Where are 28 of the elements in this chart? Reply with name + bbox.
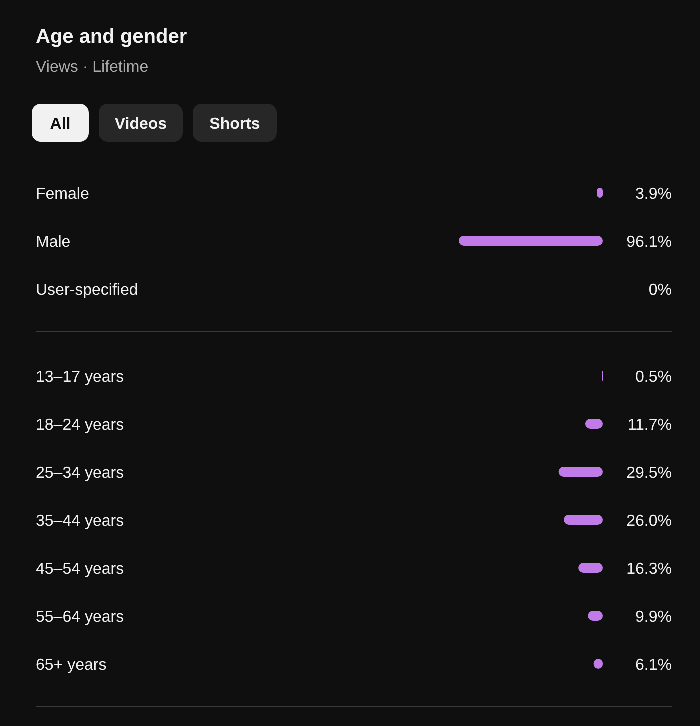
y-tick-label: User-specified bbox=[36, 282, 138, 299]
data-label: 3.9% bbox=[636, 186, 672, 203]
data-label: 26.0% bbox=[626, 513, 672, 530]
y-tick-label: 35–44 years bbox=[36, 513, 124, 530]
data-label: 0.5% bbox=[636, 369, 672, 386]
data-label: 0% bbox=[648, 282, 672, 299]
data-label: 29.5% bbox=[626, 465, 672, 482]
bar bbox=[578, 563, 603, 573]
data-label: 16.3% bbox=[626, 561, 672, 578]
y-tick-label: 13–17 years bbox=[36, 369, 124, 386]
tab-button: Videos bbox=[99, 104, 183, 142]
data-label: 11.7% bbox=[628, 417, 672, 434]
y-tick-label: Female bbox=[36, 186, 90, 203]
text: Views · Lifetime bbox=[36, 59, 149, 76]
text: Age and gender bbox=[36, 26, 188, 48]
bar bbox=[558, 467, 603, 477]
y-tick-label: 18–24 years bbox=[36, 417, 124, 434]
tab-button: All bbox=[32, 104, 89, 142]
tab-button: Shorts bbox=[193, 104, 277, 142]
y-tick-label: 25–34 years bbox=[36, 465, 124, 482]
bar bbox=[564, 515, 603, 525]
y-tick-label: 45–54 years bbox=[36, 561, 124, 578]
data-label: 6.1% bbox=[636, 657, 672, 674]
y-tick-label: 55–64 years bbox=[36, 609, 124, 626]
y-tick-label: Male bbox=[36, 234, 71, 251]
data-label: 96.1% bbox=[626, 234, 672, 251]
y-tick-label: 65+ years bbox=[36, 657, 107, 674]
data-label: 9.9% bbox=[636, 609, 672, 626]
